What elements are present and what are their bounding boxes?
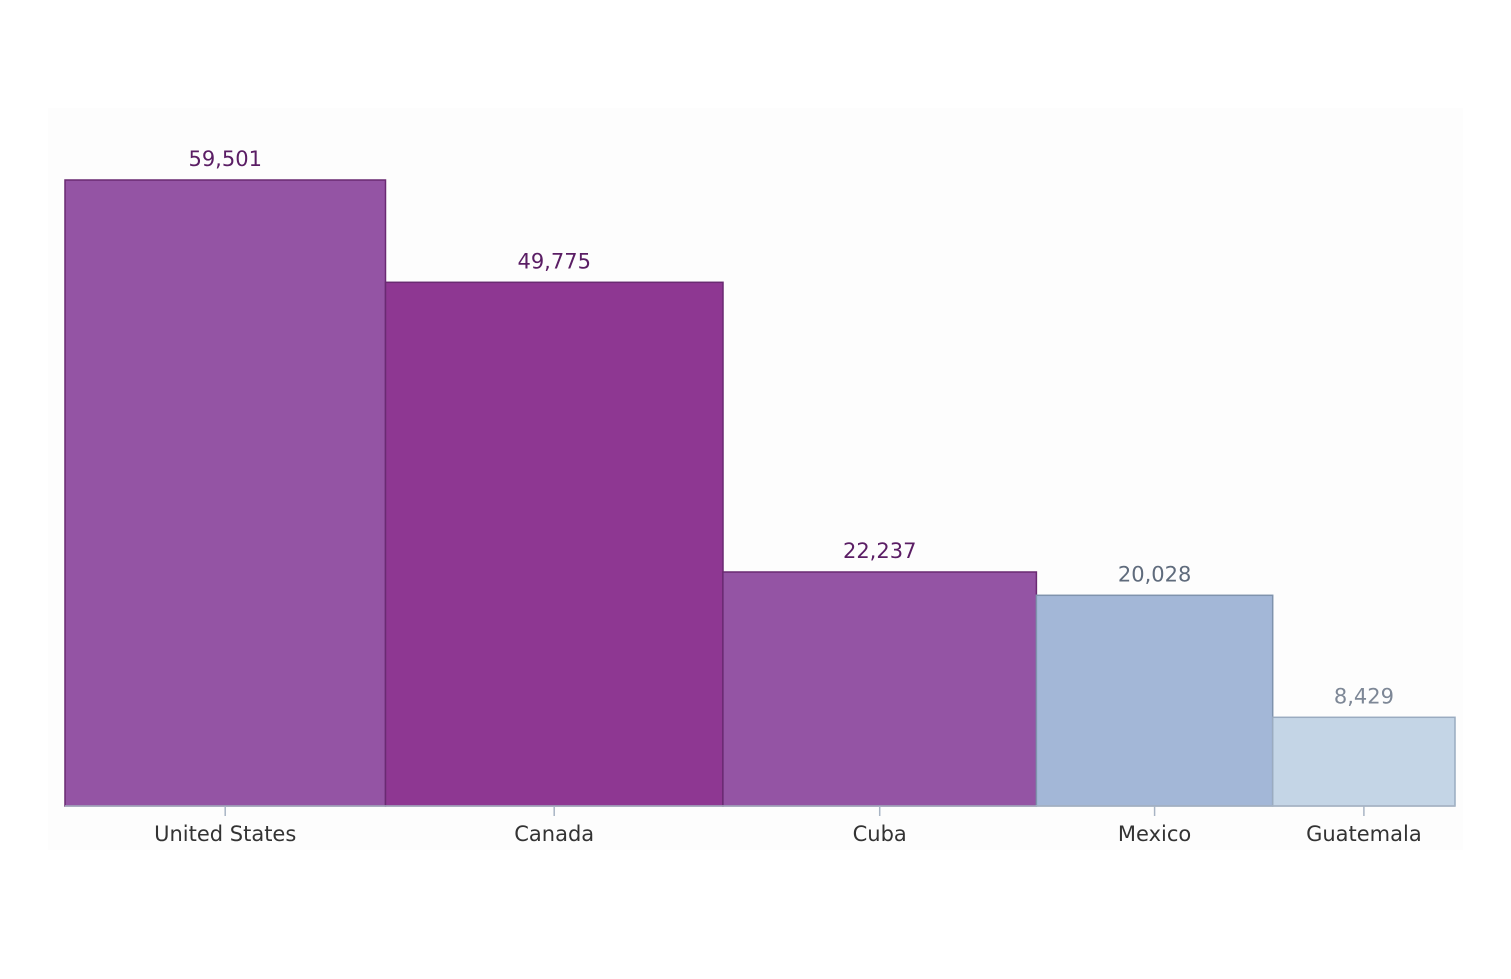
value-label-canada: 49,775 <box>517 249 590 273</box>
value-label-united-states: 59,501 <box>188 147 261 171</box>
x-tick-label-cuba: Cuba <box>853 822 907 846</box>
value-label-mexico: 20,028 <box>1118 562 1191 586</box>
bar-cuba <box>722 571 1038 807</box>
bar-guatemala <box>1271 716 1456 807</box>
value-label-guatemala: 8,429 <box>1334 684 1394 708</box>
x-tick-label-canada: Canada <box>514 822 594 846</box>
x-tick-label-united-states: United States <box>154 822 296 846</box>
bar-united-states <box>64 179 387 807</box>
value-labels-layer: 59,501 49,775 22,237 20,028 8,429 <box>188 147 1394 708</box>
x-tick-label-mexico: Mexico <box>1118 822 1191 846</box>
bar-mexico <box>1035 594 1274 807</box>
x-axis-ticks <box>224 806 1365 816</box>
x-axis-tick-labels: United States Canada Cuba Mexico Guatemala <box>154 822 1422 846</box>
value-label-cuba: 22,237 <box>843 539 916 563</box>
bars-layer <box>64 179 1456 807</box>
bar-canada <box>384 281 724 807</box>
x-tick-label-guatemala: Guatemala <box>1306 822 1422 846</box>
